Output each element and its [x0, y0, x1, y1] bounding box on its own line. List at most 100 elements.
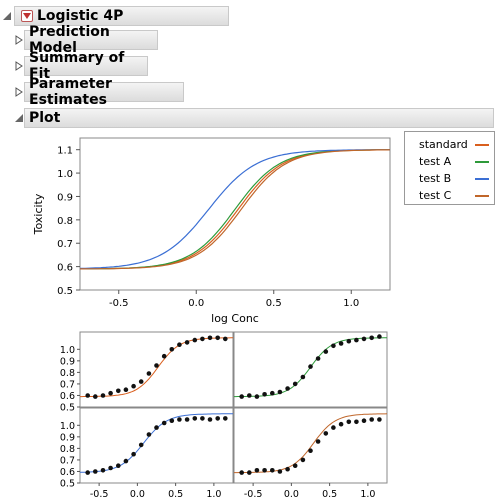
data-point: [100, 468, 106, 473]
data-point: [254, 468, 260, 473]
legend-item-test-b[interactable]: test B: [405, 170, 494, 187]
data-point: [131, 383, 136, 389]
x-tick-label: 1.0: [343, 298, 359, 309]
outline-title: Logistic 4P: [37, 8, 124, 24]
small-multiples-plot: 0.50.60.70.80.91.00.50.60.70.80.91.0-0.5…: [60, 331, 388, 500]
data-point: [154, 363, 159, 368]
data-point: [223, 416, 228, 421]
y-tick-label: 0.9: [60, 356, 75, 367]
data-point: [131, 451, 136, 457]
legend-item-standard[interactable]: standard: [405, 136, 494, 153]
data-point: [308, 364, 313, 369]
disclosure-collapsed-icon[interactable]: [14, 35, 24, 45]
x-axis-label: log Conc: [211, 312, 259, 325]
data-point: [361, 336, 367, 342]
data-point: [239, 394, 244, 399]
data-point: [292, 463, 298, 468]
section-summary-of-fit[interactable]: Summary of Fit: [14, 50, 148, 82]
data-point: [200, 336, 205, 342]
data-point: [154, 425, 159, 430]
y-tick-label: 0.8: [60, 444, 75, 455]
panel-frame-standard: [79, 331, 234, 408]
section-parameter-estimates[interactable]: Parameter Estimates: [14, 76, 184, 108]
y-tick-label: 1.0: [60, 345, 75, 356]
data-point: [277, 469, 283, 474]
data-point: [207, 417, 213, 422]
disclosure-collapsed-icon[interactable]: [14, 61, 24, 71]
panel-frame-test-C: [233, 407, 388, 484]
data-point: [116, 463, 121, 468]
x-tick-label: 0.0: [284, 489, 299, 500]
data-point: [138, 379, 144, 384]
legend-item-test-c[interactable]: test C: [405, 187, 494, 204]
section-label[interactable]: Summary of Fit: [24, 50, 148, 82]
data-point: [215, 335, 220, 341]
section-label[interactable]: Plot: [24, 108, 494, 128]
data-point: [146, 432, 152, 437]
data-point: [85, 393, 90, 398]
data-point: [262, 468, 267, 473]
data-point: [192, 337, 198, 343]
data-point: [369, 417, 375, 422]
data-point: [346, 419, 352, 425]
data-point: [100, 393, 106, 398]
data-point: [85, 470, 90, 475]
y-tick-label: 0.7: [60, 379, 75, 390]
y-tick-label: 0.5: [60, 479, 75, 490]
section-plot[interactable]: Plot: [14, 108, 494, 128]
section-prediction-model[interactable]: Prediction Model: [14, 24, 158, 56]
data-point: [223, 336, 228, 342]
legend-swatch: [475, 177, 489, 180]
x-tick-label: -0.5: [109, 298, 129, 309]
legend-swatch: [475, 194, 489, 197]
data-point: [108, 465, 113, 471]
y-tick-label: 1.1: [57, 146, 73, 157]
data-point: [161, 420, 167, 426]
section-label[interactable]: Parameter Estimates: [24, 76, 184, 108]
data-point: [323, 349, 329, 354]
outline-header-bar[interactable]: Logistic 4P: [14, 6, 229, 26]
panel-fit-line: [80, 337, 233, 398]
data-point: [338, 421, 344, 427]
y-tick-label: 0.9: [57, 192, 73, 203]
logistic-overlay-plot: 0.5 0.6 0.7 0.8 0.9 1.0 1.1 -0.5 0.0 0.5 1.0 log Co…: [32, 137, 391, 325]
data-point: [338, 341, 344, 346]
section-label[interactable]: Prediction Model: [24, 24, 158, 56]
disclosure-expanded-icon[interactable]: [2, 11, 12, 21]
disclosure-expanded-icon[interactable]: [14, 113, 24, 123]
data-point: [315, 356, 321, 361]
data-point: [369, 335, 375, 341]
y-tick-label: 0.7: [57, 239, 73, 250]
data-point: [300, 374, 306, 380]
disclosure-collapsed-icon[interactable]: [14, 87, 24, 97]
data-point: [270, 468, 275, 473]
data-point: [285, 386, 290, 391]
y-axis-label: Toxicity: [32, 193, 45, 235]
y-tick-label: 0.6: [60, 391, 75, 402]
data-point: [93, 469, 98, 474]
data-point: [161, 353, 167, 359]
y-tick-label: 0.5: [57, 286, 73, 297]
data-point: [262, 392, 267, 397]
y-tick-label: 0.5: [60, 403, 75, 414]
data-point: [361, 418, 367, 423]
data-point: [346, 338, 352, 344]
data-point: [123, 387, 129, 392]
panel-frame-test-A: [233, 331, 388, 408]
data-point: [247, 470, 252, 475]
y-tick-label: 0.7: [60, 455, 75, 466]
data-point: [277, 389, 283, 395]
data-point: [169, 418, 175, 423]
data-point: [177, 417, 182, 422]
legend-item-test-a[interactable]: test A: [405, 153, 494, 170]
red-triangle-menu-icon[interactable]: [21, 10, 33, 22]
legend-swatch: [475, 160, 489, 163]
x-tick-label: 0.0: [188, 298, 204, 309]
x-tick-label: 0.5: [266, 298, 282, 309]
data-point: [315, 439, 321, 444]
data-point: [354, 419, 359, 425]
y-tick-label: 0.6: [57, 263, 73, 274]
data-point: [177, 342, 182, 347]
data-point: [123, 458, 129, 464]
data-point: [138, 442, 144, 448]
